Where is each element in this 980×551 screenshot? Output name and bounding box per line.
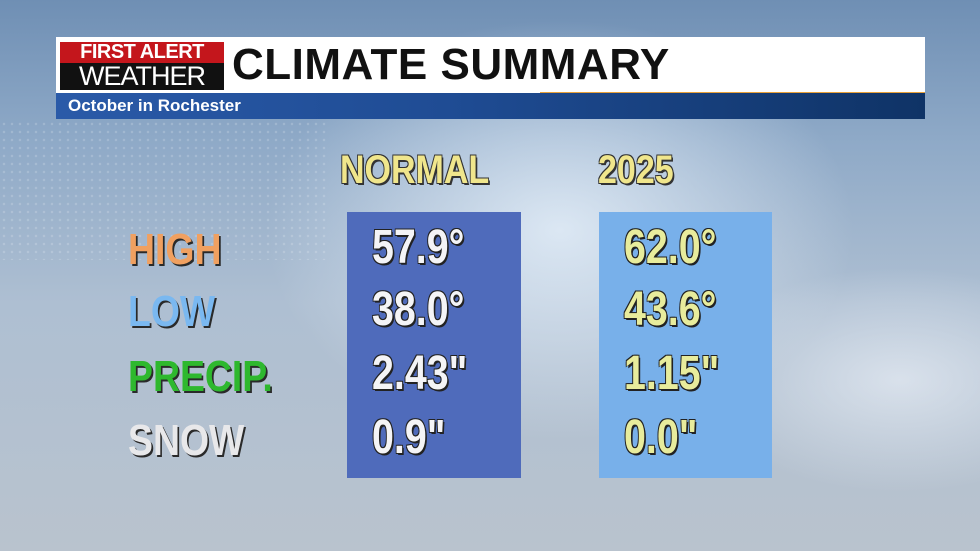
year-snow-value: 0.0": [624, 411, 698, 464]
year-high-value: 62.0°: [624, 221, 717, 274]
year-values-panel: [599, 212, 772, 478]
year-precip-value: 1.15": [624, 347, 720, 400]
title-banner: FIRST ALERT WEATHER CLIMATE SUMMARY Octo…: [56, 37, 925, 119]
row-label-low: LOW: [128, 287, 216, 336]
subtitle-bar: [56, 93, 925, 119]
row-label-precip: PRECIP.: [128, 352, 273, 401]
normal-values-panel: [347, 212, 521, 478]
first-alert-weather-logo: FIRST ALERT WEATHER: [60, 42, 224, 92]
logo-weather: WEATHER: [60, 63, 224, 90]
row-label-snow: SNOW: [128, 416, 245, 465]
column-header-2025: 2025: [598, 148, 674, 192]
normal-low-value: 38.0°: [372, 283, 465, 336]
year-low-value: 43.6°: [624, 283, 717, 336]
logo-first-alert: FIRST ALERT: [60, 42, 224, 63]
page-title: CLIMATE SUMMARY: [232, 40, 670, 89]
normal-precip-value: 2.43": [372, 347, 468, 400]
location-subtitle: October in Rochester: [68, 96, 241, 115]
normal-snow-value: 0.9": [372, 411, 446, 464]
normal-high-value: 57.9°: [372, 221, 465, 274]
background-dot-pattern: [0, 120, 330, 260]
row-label-high: HIGH: [128, 225, 222, 274]
column-header-normal: NORMAL: [340, 148, 490, 192]
